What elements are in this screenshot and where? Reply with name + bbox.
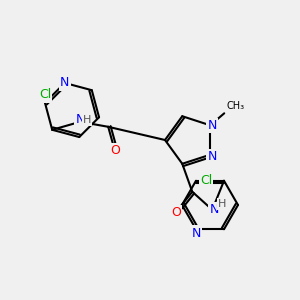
- Text: N: N: [208, 119, 217, 132]
- Text: N: N: [191, 227, 201, 240]
- Text: Cl: Cl: [39, 88, 51, 101]
- Text: N: N: [76, 113, 85, 126]
- Text: N: N: [60, 76, 69, 89]
- Text: N: N: [208, 150, 217, 163]
- Text: H: H: [218, 199, 226, 209]
- Text: O: O: [171, 206, 181, 219]
- Text: N: N: [210, 203, 219, 216]
- Text: O: O: [110, 144, 120, 157]
- Text: Cl: Cl: [200, 174, 212, 187]
- Text: CH₃: CH₃: [226, 101, 244, 111]
- Text: H: H: [83, 115, 92, 125]
